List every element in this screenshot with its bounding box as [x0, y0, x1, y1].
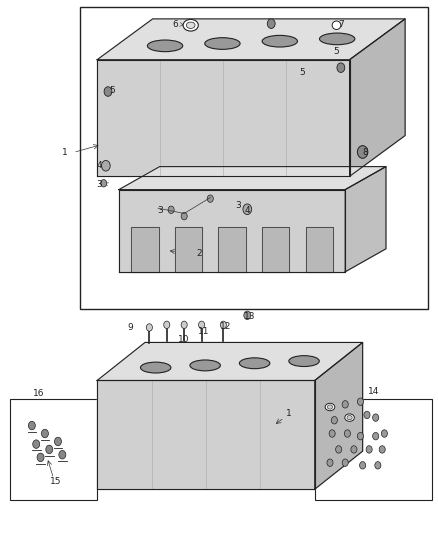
Text: 5: 5 [110, 86, 115, 95]
Text: 11: 11 [198, 327, 209, 336]
Circle shape [146, 324, 152, 331]
Circle shape [28, 421, 35, 430]
Text: 5: 5 [299, 68, 304, 77]
Polygon shape [315, 343, 363, 489]
Ellipse shape [190, 360, 220, 371]
Circle shape [220, 321, 226, 328]
Circle shape [336, 446, 342, 453]
Ellipse shape [345, 414, 354, 421]
Circle shape [344, 430, 350, 437]
Text: 7: 7 [339, 20, 344, 29]
Polygon shape [262, 227, 289, 272]
Text: 15: 15 [50, 477, 62, 486]
Circle shape [164, 321, 170, 328]
Circle shape [375, 462, 381, 469]
Bar [10, 399, 97, 500]
Ellipse shape [332, 21, 341, 29]
Circle shape [381, 430, 388, 437]
Text: 4: 4 [96, 161, 102, 170]
Text: 8: 8 [363, 148, 368, 157]
Ellipse shape [319, 33, 355, 45]
Ellipse shape [262, 35, 297, 47]
Circle shape [373, 414, 379, 421]
Circle shape [351, 446, 357, 453]
Circle shape [342, 459, 348, 466]
Circle shape [329, 430, 335, 437]
Ellipse shape [327, 405, 332, 409]
Circle shape [102, 160, 110, 171]
Circle shape [357, 432, 364, 440]
Text: 3: 3 [157, 206, 163, 215]
Polygon shape [97, 19, 405, 60]
Ellipse shape [289, 356, 319, 367]
Polygon shape [345, 167, 386, 272]
Circle shape [364, 411, 370, 419]
Text: 12: 12 [220, 322, 231, 332]
Circle shape [357, 398, 364, 406]
Circle shape [101, 180, 107, 187]
Text: 4: 4 [244, 206, 250, 215]
Polygon shape [119, 167, 386, 190]
Polygon shape [97, 381, 315, 489]
Circle shape [198, 321, 205, 328]
Text: 9: 9 [127, 323, 133, 332]
Circle shape [243, 204, 252, 215]
Ellipse shape [148, 40, 183, 52]
Ellipse shape [186, 22, 195, 28]
Circle shape [104, 87, 112, 96]
Text: 6: 6 [172, 20, 178, 29]
Circle shape [267, 19, 275, 28]
Circle shape [168, 206, 174, 214]
Bar [315, 399, 432, 500]
Text: 10: 10 [177, 335, 189, 344]
Ellipse shape [325, 403, 335, 411]
Ellipse shape [205, 38, 240, 50]
Circle shape [366, 446, 372, 453]
Polygon shape [131, 227, 159, 272]
Ellipse shape [347, 416, 352, 419]
Polygon shape [97, 343, 363, 381]
Text: 5: 5 [334, 47, 339, 56]
Polygon shape [219, 227, 246, 272]
Text: 1: 1 [286, 409, 292, 418]
Ellipse shape [183, 19, 198, 31]
Polygon shape [350, 19, 405, 176]
Circle shape [331, 417, 337, 424]
Text: 3: 3 [236, 201, 241, 210]
Circle shape [360, 462, 366, 469]
Circle shape [181, 321, 187, 328]
Circle shape [46, 445, 53, 454]
Circle shape [37, 453, 44, 462]
Text: 14: 14 [368, 386, 379, 395]
Text: 3: 3 [96, 180, 102, 189]
Bar [80, 7, 428, 309]
Polygon shape [306, 227, 333, 272]
Text: 2: 2 [197, 249, 202, 258]
Text: 1: 1 [62, 148, 67, 157]
Circle shape [244, 311, 251, 319]
Polygon shape [119, 190, 345, 272]
Text: 13: 13 [244, 312, 255, 321]
Ellipse shape [141, 362, 171, 373]
Ellipse shape [240, 358, 270, 369]
Circle shape [327, 459, 333, 466]
Circle shape [373, 432, 379, 440]
Polygon shape [97, 60, 350, 176]
Circle shape [54, 437, 61, 446]
Circle shape [59, 450, 66, 459]
Circle shape [342, 401, 348, 408]
Polygon shape [175, 227, 202, 272]
Circle shape [337, 63, 345, 72]
Circle shape [181, 213, 187, 220]
Circle shape [379, 446, 385, 453]
Text: 16: 16 [33, 389, 44, 398]
Circle shape [42, 429, 48, 438]
Circle shape [357, 146, 368, 158]
Circle shape [207, 195, 213, 203]
Circle shape [33, 440, 40, 448]
